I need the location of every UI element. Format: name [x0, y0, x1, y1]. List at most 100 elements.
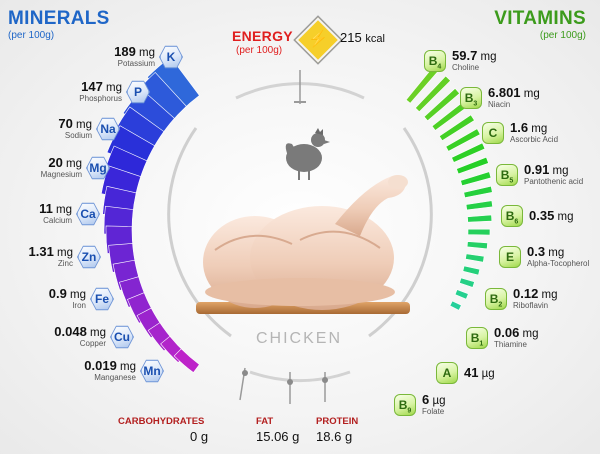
- mineral-name: Iron: [72, 301, 86, 310]
- mineral-amount: 11 mg: [39, 201, 72, 216]
- roast-chicken-image: [203, 175, 408, 310]
- vitamin-index: 2: [498, 301, 503, 309]
- arc-segment: [459, 277, 475, 288]
- mineral-symbol-hexagon: Zn: [77, 245, 101, 269]
- arc-segment: [465, 253, 485, 263]
- mineral-symbol-hexagon: K: [159, 45, 183, 69]
- energy-number: 215: [340, 30, 362, 45]
- vitamins-title: VITAMINS: [494, 8, 586, 29]
- vitamin-amount: 6 µg: [422, 392, 446, 407]
- vitamin-name: Pantothenic acid: [524, 177, 584, 186]
- mineral-amount: 0.019 mg: [84, 358, 136, 373]
- mineral-amount: 1.31 mg: [28, 244, 74, 259]
- vitamin-amount: 1.6 mg: [510, 120, 548, 135]
- vitamin-index: 1: [479, 340, 484, 348]
- vitamins-subtitle: (per 100g): [539, 30, 586, 41]
- vitamin-amount: 0.91 mg: [524, 162, 569, 177]
- arc-segment: [445, 128, 481, 152]
- mineral-name: Copper: [79, 339, 106, 348]
- vitamin-amount: 6.801 mg: [488, 85, 540, 100]
- product-name: CHICKEN: [256, 330, 343, 347]
- vitamin-badge: A: [436, 362, 458, 384]
- vitamin-index: 5: [509, 177, 514, 185]
- mineral-name: Zinc: [57, 259, 73, 268]
- mineral-symbol-hexagon: Ca: [76, 202, 100, 226]
- vitamin-amount: 0.3 mg: [527, 244, 565, 259]
- vitamin-badge: B2: [485, 288, 507, 310]
- vitamin-name: Thiamine: [494, 340, 527, 349]
- mineral-symbol: Cu: [111, 326, 133, 348]
- arc-segment: [173, 348, 200, 373]
- vitamin-badge: B3: [460, 87, 482, 109]
- vitamin-badge: B9: [394, 394, 416, 416]
- vitamin-name: Choline: [452, 63, 480, 72]
- macro-protein-value: 18.6 g: [316, 429, 353, 444]
- vitamin-badge: B1: [466, 327, 488, 349]
- vitamin-bars: [405, 63, 493, 311]
- arc-segment: [449, 300, 462, 311]
- vitamin-letter: B: [500, 168, 510, 182]
- vitamin-index: 3: [473, 100, 478, 108]
- macro-carbs-label: CARBOHYDRATES: [118, 416, 205, 427]
- arc-segment: [451, 142, 486, 163]
- vitamin-name: Folate: [422, 407, 445, 416]
- mineral-symbol-hexagon: P: [126, 80, 150, 104]
- mineral-amount: 0.048 mg: [54, 324, 106, 339]
- arc-segment: [466, 241, 488, 250]
- vitamin-letter: B: [470, 331, 480, 345]
- vitamin-amount: 0.35 mg: [529, 208, 574, 223]
- mineral-amount: 20 mg: [48, 155, 82, 170]
- mineral-bars: [100, 56, 200, 373]
- mineral-amount: 0.9 mg: [48, 286, 86, 301]
- vitamin-amount: 0.06 mg: [494, 325, 539, 340]
- arc-segment: [465, 200, 493, 211]
- mineral-symbol: Na: [97, 118, 119, 140]
- mineral-symbol: K: [160, 46, 182, 68]
- macro-carbs-value: 0 g: [190, 429, 209, 444]
- mineral-amount: 189 mg: [114, 44, 155, 59]
- minerals-subtitle: (per 100g): [8, 30, 55, 41]
- arc-segment: [438, 114, 475, 142]
- mineral-symbol: Mn: [141, 360, 163, 382]
- mineral-symbol: Zn: [78, 246, 100, 268]
- vitamin-badge: E: [499, 246, 521, 268]
- vitamin-amount: 59.7 mg: [452, 48, 497, 63]
- arc-segment: [463, 185, 493, 199]
- macro-fat-label: FAT: [256, 416, 274, 427]
- mineral-name: Phosphorus: [79, 94, 122, 103]
- mineral-amount: 70 mg: [58, 116, 92, 131]
- vitamin-letter: B: [464, 91, 474, 105]
- vitamin-letter: B: [505, 209, 515, 223]
- arc-segment: [460, 171, 492, 187]
- mineral-symbol-hexagon: Mg: [86, 156, 110, 180]
- vitamin-letter: E: [505, 250, 514, 264]
- mineral-symbol: P: [127, 81, 149, 103]
- mineral-name: Sodium: [64, 131, 92, 140]
- mineral-symbol-hexagon: Cu: [110, 325, 134, 349]
- mineral-symbol: Mg: [87, 157, 109, 179]
- energy-title: ENERGY: [232, 28, 293, 44]
- vitamin-name: Riboflavin: [513, 301, 549, 310]
- vitamin-letter: A: [442, 366, 452, 380]
- vitamin-badge: B5: [496, 164, 518, 186]
- vitamin-name: Niacin: [488, 100, 511, 109]
- mineral-name: Magnesium: [40, 170, 82, 179]
- vitamin-index: 4: [437, 63, 442, 71]
- vitamin-letter: C: [488, 126, 498, 140]
- vitamin-letter: B: [489, 292, 499, 306]
- vitamin-name: Ascorbic Acid: [510, 135, 559, 144]
- arc-segment: [467, 214, 493, 223]
- arc-segment: [415, 75, 451, 113]
- mineral-name: Potassium: [117, 59, 155, 68]
- vitamin-index: 9: [407, 407, 412, 415]
- arc-segment: [467, 228, 491, 236]
- mineral-symbol: Ca: [77, 203, 99, 225]
- mineral-name: Manganese: [94, 373, 136, 382]
- energy-value: 215 kcal: [340, 30, 385, 45]
- arc-segment: [462, 265, 481, 276]
- vitamin-letter: B: [398, 398, 408, 412]
- vitamin-letter: B: [428, 54, 438, 68]
- vitamin-index: 6: [514, 218, 519, 226]
- mineral-symbol: Fe: [91, 288, 113, 310]
